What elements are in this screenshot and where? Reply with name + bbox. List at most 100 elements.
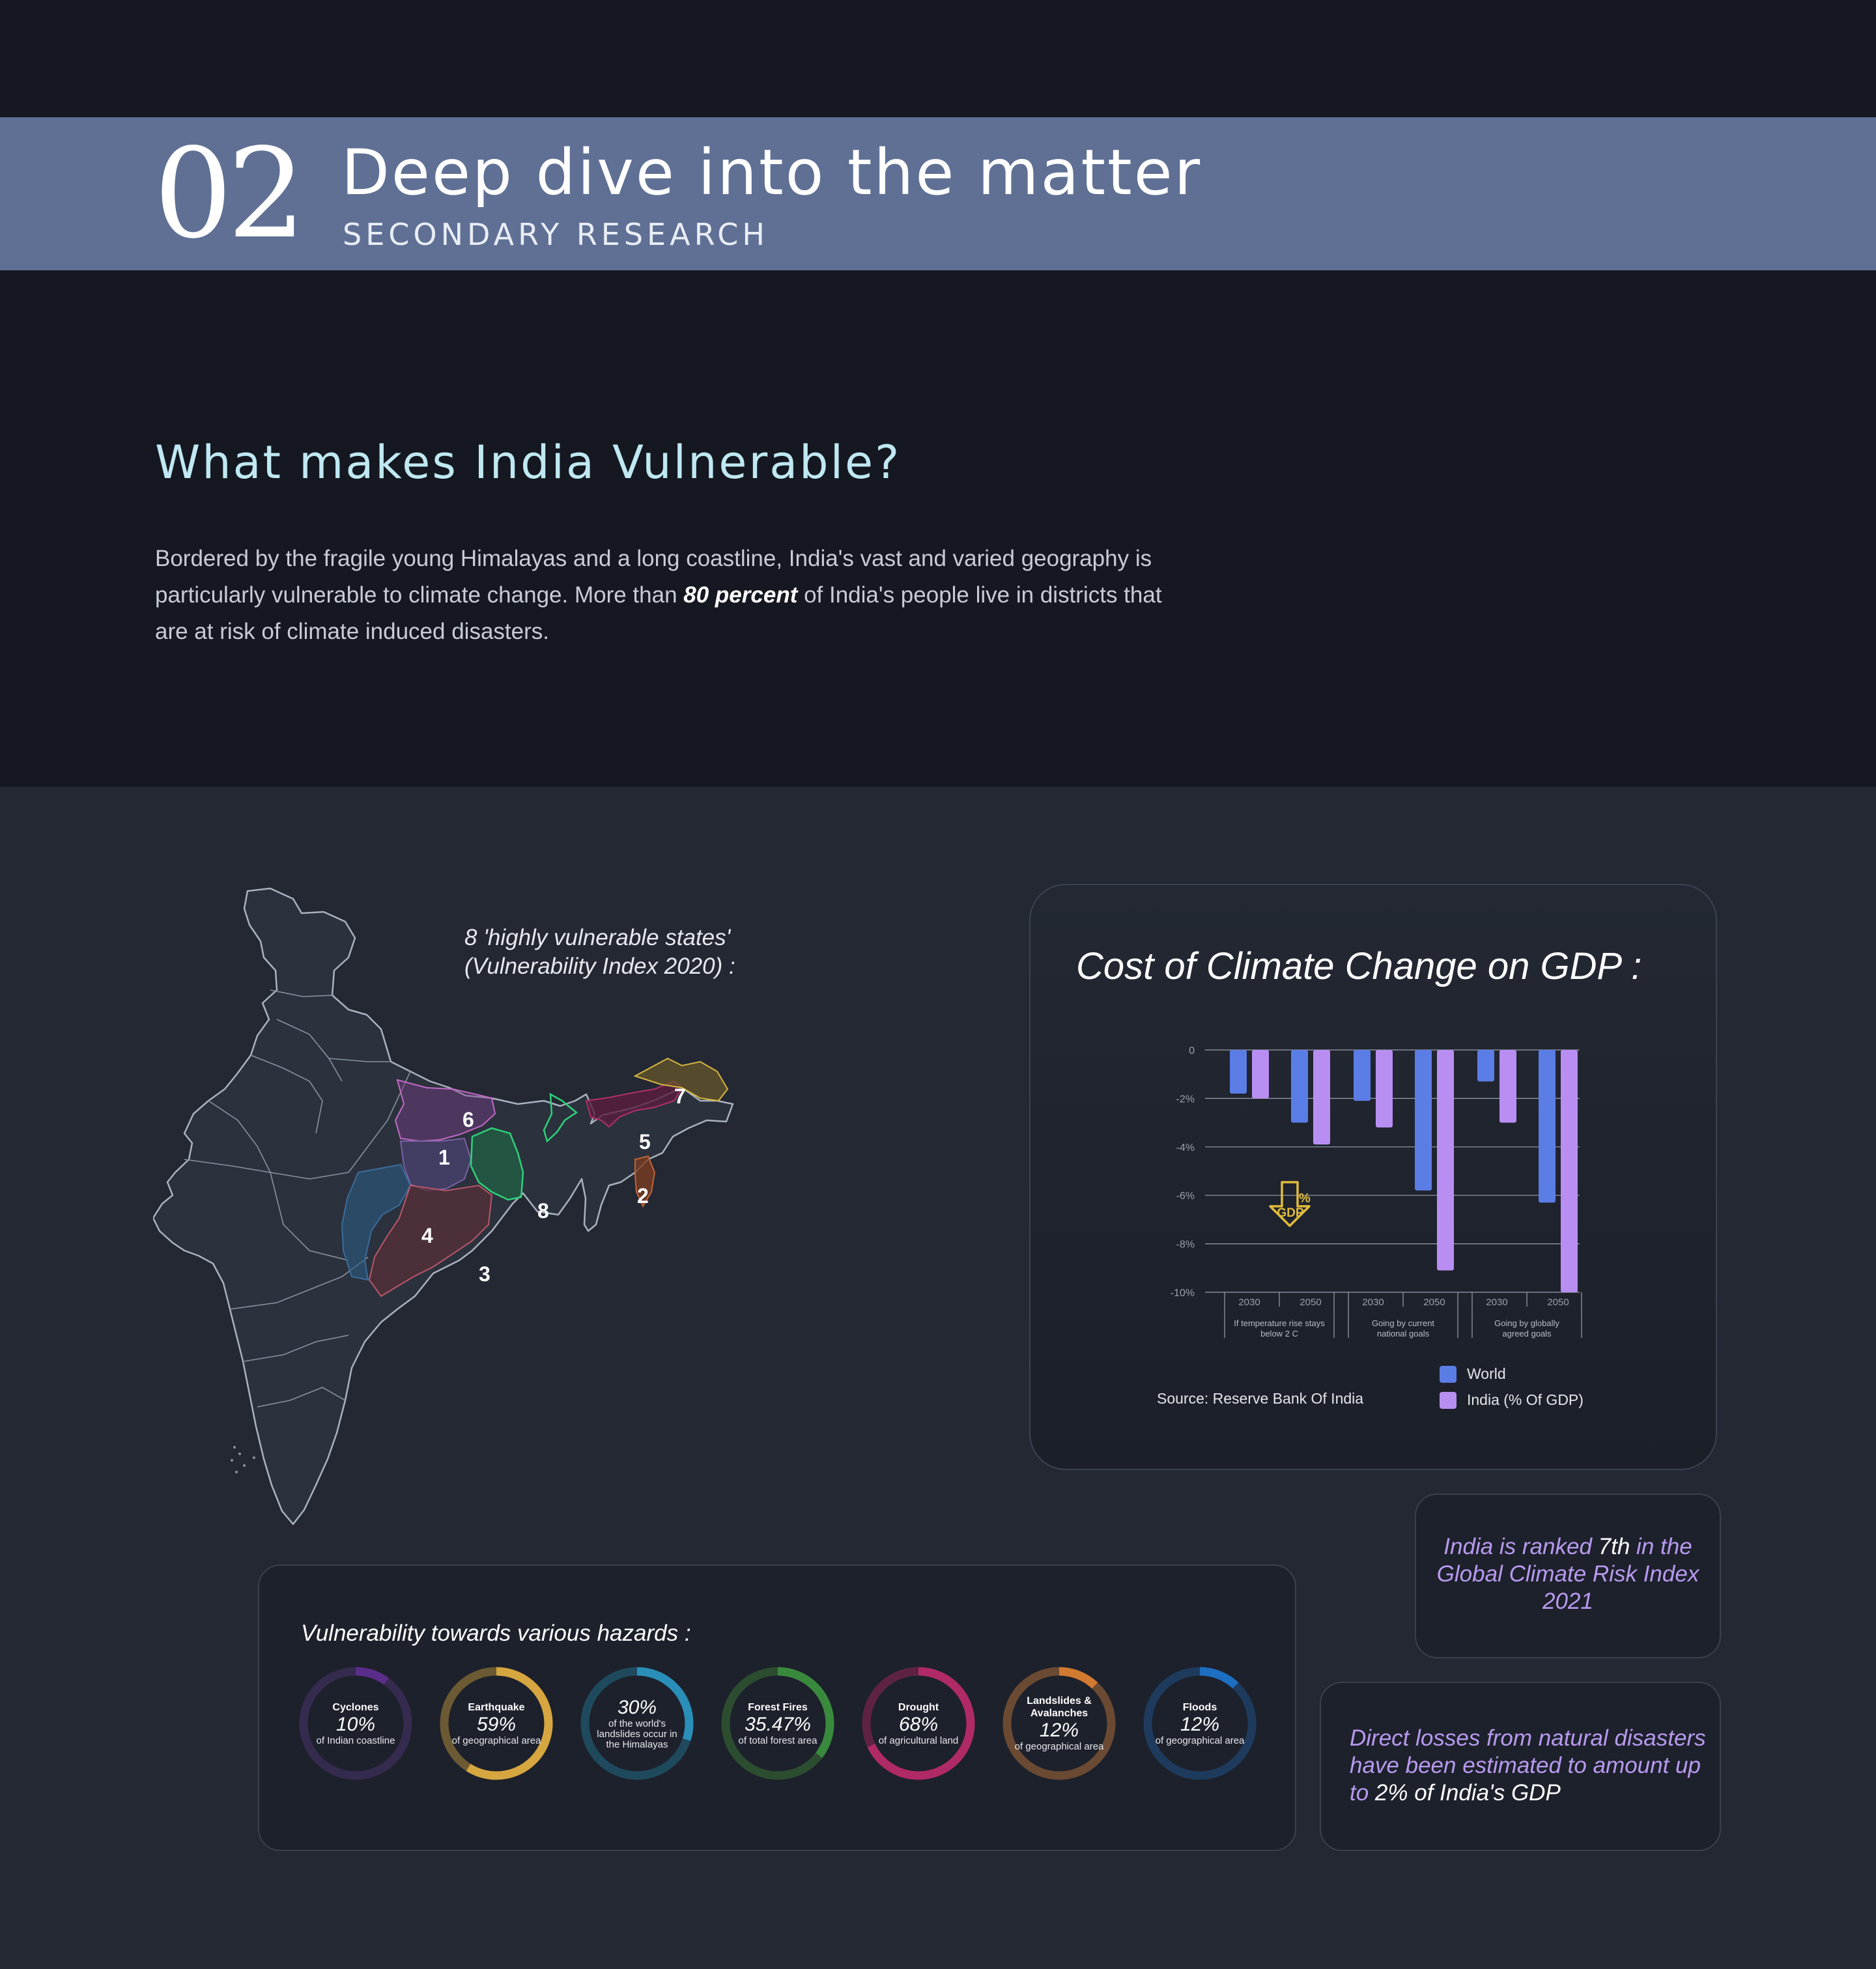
map-caption-line1: 8 'highly vulnerable states' xyxy=(464,925,731,950)
hazard-forest-fires: Forest Fires 35.47% of total forest area xyxy=(719,1665,836,1782)
hazard-name: Cyclones xyxy=(332,1701,379,1713)
hazard-ring-fill xyxy=(299,1667,412,1780)
hazard-name: Drought xyxy=(898,1701,939,1713)
gdp-bar-world xyxy=(1539,1050,1556,1203)
hazard-ring-fill xyxy=(440,1667,553,1780)
gdp-bars xyxy=(1230,1050,1578,1292)
hazard-floods: Floods 12% of geographical area xyxy=(1141,1665,1258,1782)
state-shape-5 xyxy=(585,1080,683,1128)
rank-pre: India is ranked xyxy=(1443,1534,1599,1559)
hazard-ring xyxy=(862,1667,975,1780)
gdp-x-tick: 2030 xyxy=(1238,1297,1260,1308)
state-shape-8 xyxy=(470,1127,524,1201)
hazard-earthquake: Earthquake 59% of geographical area xyxy=(438,1665,555,1782)
gdp-card xyxy=(1029,884,1717,1470)
hazard-description: of geographical area xyxy=(1155,1735,1245,1746)
map-caption: 8 'highly vulnerable states' (Vulnerabil… xyxy=(464,924,735,981)
legend-swatch-india xyxy=(1440,1391,1457,1409)
hazard-description: of total forest area xyxy=(738,1735,817,1746)
state-label-4: 4 xyxy=(421,1224,433,1247)
hazard-ring-fill xyxy=(580,1667,694,1780)
hazard-ring xyxy=(1143,1667,1257,1780)
legend-india: India (% Of GDP) xyxy=(1440,1391,1584,1409)
hazard-name: Landslides & Avalanches xyxy=(1027,1695,1092,1719)
state-borders xyxy=(184,989,411,1408)
hazard-name: Floods xyxy=(1182,1701,1217,1713)
state-label-7: 7 xyxy=(674,1084,686,1108)
hazard-ring xyxy=(299,1667,412,1780)
section-number: 02 xyxy=(154,122,306,266)
hazard-ring xyxy=(440,1667,553,1780)
hazard-description: of agricultural land xyxy=(878,1735,959,1746)
gdp-bar-world xyxy=(1477,1050,1494,1082)
hazard-value: 12% xyxy=(1180,1713,1220,1735)
intro-text-after: of India's people live in districts that… xyxy=(155,582,1162,644)
hazard-value: 10% xyxy=(335,1713,376,1735)
hazard-description: of the world's landslides occur in the H… xyxy=(597,1718,677,1750)
legend-world: World xyxy=(1440,1365,1506,1383)
gdp-y-tick: -8% xyxy=(1176,1239,1195,1251)
gdp-y-tick: -6% xyxy=(1176,1191,1195,1202)
rank-card xyxy=(1415,1494,1721,1658)
hazard-title: Vulnerability towards various hazards : xyxy=(301,1621,691,1646)
hazard-description: of geographical area xyxy=(451,1735,541,1746)
hazard-value: 30% xyxy=(617,1697,657,1718)
hazard-name: Forest Fires xyxy=(748,1701,808,1713)
gdp-bar-world xyxy=(1230,1050,1247,1094)
map-caption-line2: (Vulnerability Index 2020) : xyxy=(464,954,735,979)
hazard-value: 59% xyxy=(476,1713,517,1735)
legend-label-world: World xyxy=(1467,1365,1506,1382)
hazard-ring-fill xyxy=(862,1667,975,1780)
gdp-icon-percent: % xyxy=(1299,1191,1311,1206)
losses-text: Direct losses from natural disasters hav… xyxy=(1350,1725,1714,1807)
intro-text-before: Bordered by the fragile young Himalayas … xyxy=(155,546,1152,608)
gdp-chart: 0-2%-4%-6%-8%-10% 2030 2050 2030 2050 2030 20… xyxy=(1171,1045,1582,1339)
gdp-group-label: national goals xyxy=(1377,1329,1430,1339)
state-label-6: 6 xyxy=(462,1108,474,1131)
gdp-x-tick: 2050 xyxy=(1423,1297,1445,1308)
section-banner xyxy=(0,117,1876,270)
hazard-text: Drought 68% of agricultural land xyxy=(873,1665,964,1782)
gdp-x-tick: 2030 xyxy=(1362,1297,1384,1308)
hazard-value: 35.47% xyxy=(745,1713,811,1735)
legend-swatch-world xyxy=(1440,1365,1457,1383)
state-shape-sikkim-bengal xyxy=(543,1092,578,1143)
hazard-description: of Indian coastline xyxy=(316,1735,395,1746)
gdp-down-icon: % GDP xyxy=(1269,1181,1311,1227)
state-label-3: 3 xyxy=(479,1262,490,1286)
gdp-y-tick: -2% xyxy=(1176,1094,1195,1105)
gdp-y-tick: -10% xyxy=(1171,1288,1195,1299)
hazard-ring xyxy=(1002,1667,1116,1780)
state-label-5: 5 xyxy=(639,1130,651,1154)
legend-label-india: India (% Of GDP) xyxy=(1467,1391,1584,1408)
gdp-group-label: Going by current xyxy=(1372,1318,1434,1328)
hazard-landslides-himalayas: 30% of the world's landslides occur in th… xyxy=(578,1665,696,1782)
losses-pre: Direct losses from natural disasters hav… xyxy=(1350,1725,1706,1806)
gdp-y-tick: -4% xyxy=(1176,1142,1195,1154)
hazard-landslides-avalanches: Landslides & Avalanches 12% of geographica… xyxy=(1001,1665,1118,1782)
hazard-ring-fill xyxy=(1002,1667,1116,1780)
state-shape-1 xyxy=(399,1137,472,1192)
gdp-bar-india xyxy=(1499,1050,1516,1123)
state-shape-7 xyxy=(633,1057,729,1102)
gdp-group-label: Going by globally xyxy=(1494,1318,1559,1328)
hazard-name: Earthquake xyxy=(468,1701,525,1713)
gdp-bar-india xyxy=(1376,1050,1393,1128)
gdp-group-label: below 2 C xyxy=(1260,1329,1298,1339)
gdp-bar-world xyxy=(1354,1050,1371,1101)
hazard-ring xyxy=(580,1667,694,1780)
hazard-text: 30% of the world's landslides occur in th… xyxy=(591,1665,683,1782)
gdp-title: Cost of Climate Change on GDP : xyxy=(1076,945,1642,987)
gdp-x-tick: 2050 xyxy=(1547,1297,1569,1308)
island-dots xyxy=(231,1446,255,1473)
gdp-bar-india xyxy=(1313,1050,1330,1145)
hazard-description: of geographical area xyxy=(1014,1741,1104,1752)
hazard-text: Earthquake 59% of geographical area xyxy=(451,1665,542,1782)
gdp-y-tick: 0 xyxy=(1189,1045,1195,1056)
hazard-ring-fill xyxy=(721,1667,834,1780)
rank-post: in the Global Climate Risk Index 2021 xyxy=(1436,1534,1699,1614)
hazard-text: Forest Fires 35.47% of total forest area xyxy=(732,1665,823,1782)
gdp-x-axis: 2030 2050 2030 2050 2030 2050 If temperature r… xyxy=(1224,1292,1582,1339)
hazard-text: Landslides & Avalanches 12% of geographica… xyxy=(1014,1665,1105,1782)
rank-highlight: 7th xyxy=(1598,1534,1630,1559)
